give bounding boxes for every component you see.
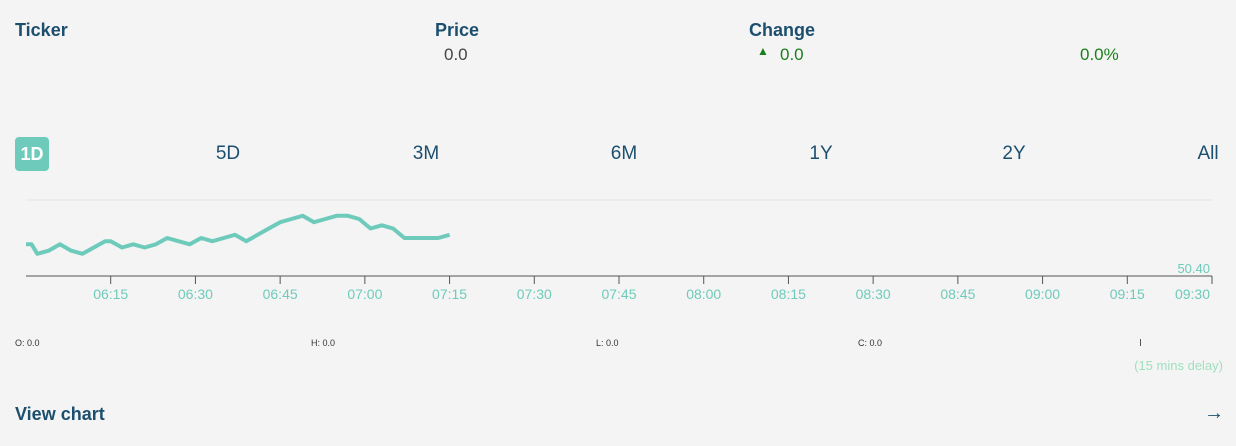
x-tick-label: 08:15	[771, 286, 806, 302]
x-tick-label: 08:45	[940, 286, 975, 302]
change-percent: 0.0%	[1080, 45, 1119, 64]
tab-1d[interactable]: 1D	[15, 137, 49, 171]
range-tabs: 1D 5D 3M 6M 1Y 2Y All	[0, 137, 1236, 173]
stat-open: O: 0.0	[15, 338, 40, 348]
x-tick-label: 07:30	[517, 286, 552, 302]
x-tick-label: 06:45	[263, 286, 298, 302]
stat-divider	[1140, 339, 1141, 346]
x-tick-label: 06:15	[93, 286, 128, 302]
triangle-up-icon: ▲	[757, 44, 769, 58]
tab-3m[interactable]: 3M	[412, 143, 440, 164]
stat-close: C: 0.0	[858, 338, 883, 348]
tab-6m[interactable]: 6M	[610, 143, 638, 164]
x-tick-label: 06:30	[178, 286, 213, 302]
price-value: 0.0	[444, 45, 468, 64]
tab-2y[interactable]: 2Y	[1002, 143, 1026, 164]
x-tick-label: 09:15	[1110, 286, 1145, 302]
series-line	[26, 213, 451, 256]
delay-note: (15 mins delay)	[1134, 358, 1223, 373]
ticker-label: Ticker	[15, 20, 68, 40]
x-tick-label: 07:45	[601, 286, 636, 302]
view-chart-link[interactable]: View chart	[15, 404, 105, 424]
change-label: Change	[749, 20, 816, 40]
x-tick-label: 09:30	[1175, 286, 1210, 302]
price-label: Price	[435, 20, 480, 40]
arrow-right-icon[interactable]: →	[1204, 402, 1224, 424]
x-tick-label: 07:00	[347, 286, 382, 302]
x-tick-label: 07:15	[432, 286, 467, 302]
change-value: 0.0	[780, 45, 804, 64]
tab-1y[interactable]: 1Y	[809, 143, 833, 164]
x-tick-label: 09:00	[1025, 286, 1060, 302]
stat-high: H: 0.0	[311, 338, 336, 348]
price-chart: 06:15 06:30 06:45 07:00 07:15 07:30 07:45 08:00…	[26, 199, 1213, 302]
x-tick-label: 08:00	[686, 286, 721, 302]
stat-low: L: 0.0	[596, 338, 619, 348]
tab-5d[interactable]: 5D	[215, 143, 241, 164]
y-axis-value: 50.40	[1177, 261, 1210, 276]
x-ticks: 06:15 06:30 06:45 07:00 07:15 07:30 07:45 08:00…	[93, 276, 1213, 302]
x-tick-label: 08:30	[856, 286, 891, 302]
tab-all[interactable]: All	[1197, 143, 1219, 164]
